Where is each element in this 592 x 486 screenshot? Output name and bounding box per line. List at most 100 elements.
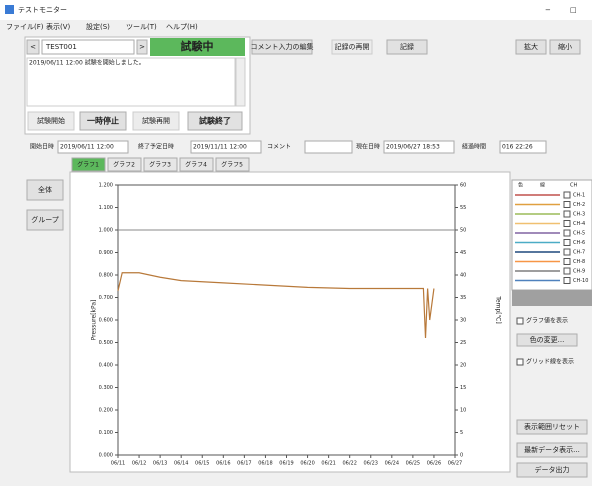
info-end: 2019/11/11 12:00	[193, 144, 247, 151]
legend-label: CH-9	[573, 269, 585, 275]
x-tick-label: 06/25	[406, 461, 420, 467]
x-tick-label: 06/11	[111, 461, 125, 467]
menu-item[interactable]: 表示(V)	[46, 22, 71, 31]
next-button-label[interactable]: >	[139, 43, 145, 51]
legend-label: CH-6	[573, 240, 585, 246]
toolbar-button-label: 記録の再開	[335, 42, 370, 51]
tab-label[interactable]: グラフ2	[113, 161, 135, 169]
legend-checkbox[interactable]	[563, 239, 571, 246]
zoom-button-label[interactable]: 縮小	[558, 42, 572, 51]
legend-header: 色	[518, 182, 523, 189]
legend-checkbox[interactable]	[563, 201, 571, 208]
legend-header: CH	[570, 183, 577, 189]
view-button-label[interactable]: 全体	[38, 185, 52, 194]
log-scrollbar	[235, 57, 246, 107]
zoom-button-label[interactable]: 拡大	[524, 42, 538, 51]
y2-tick-label: 5	[460, 430, 463, 436]
tab-label[interactable]: グラフ3	[149, 161, 171, 169]
legend-label: CH-4	[573, 221, 585, 227]
tab[interactable]	[107, 157, 142, 172]
control-button-label[interactable]: 試験終了	[199, 116, 231, 126]
color-button-label[interactable]: 色の変更...	[530, 335, 565, 344]
zoom-button[interactable]	[515, 39, 547, 55]
legend-label: CH-8	[573, 259, 585, 265]
view-button[interactable]	[26, 209, 64, 231]
toolbar-button[interactable]	[251, 39, 313, 55]
y-tick-label: 0.200	[99, 408, 113, 414]
comment-input[interactable]	[304, 140, 353, 154]
option-label: グリッド線を表示	[526, 358, 574, 366]
tab[interactable]	[215, 157, 250, 172]
legend-checkbox[interactable]	[563, 191, 571, 199]
menu-item[interactable]: ヘルプ(H)	[166, 23, 198, 31]
x-tick-label: 06/12	[132, 461, 146, 467]
legend-checkbox[interactable]	[563, 229, 571, 237]
window-control[interactable]: −	[545, 6, 551, 14]
y-tick-label: 1.200	[99, 183, 113, 189]
tab-label[interactable]: グラフ4	[185, 161, 207, 169]
tab[interactable]	[143, 157, 178, 172]
menu-item[interactable]: 設定(S)	[86, 22, 110, 31]
tab[interactable]	[179, 157, 214, 172]
log-text: 2019/06/11 12:00 試験を開始しました。	[29, 59, 145, 67]
toolbar-button-label[interactable]: コメント入力の編集	[251, 42, 314, 51]
y2-tick-label: 55	[460, 205, 466, 211]
bottom-button[interactable]	[516, 419, 588, 435]
toolbar-button[interactable]	[386, 39, 428, 55]
zoom-button[interactable]	[549, 39, 581, 55]
x-tick-label: 06/23	[364, 461, 378, 467]
test-name[interactable]: TEST001	[45, 43, 77, 51]
bottom-button-label[interactable]: データ出力	[535, 465, 570, 474]
x-tick-label: 06/14	[174, 461, 188, 467]
x-tick-label: 06/19	[279, 461, 293, 467]
y2-tick-label: 10	[460, 408, 466, 414]
view-button-label[interactable]: グループ	[31, 215, 59, 224]
y2-tick-label: 35	[460, 295, 466, 301]
y-tick-label: 1.000	[99, 228, 113, 234]
data-line	[117, 272, 435, 339]
bottom-button[interactable]	[516, 442, 588, 458]
legend-label: CH-2	[573, 202, 585, 208]
legend-checkbox[interactable]	[563, 258, 571, 265]
color-button[interactable]	[516, 333, 578, 347]
legend-header: 線	[540, 182, 545, 189]
window-control[interactable]: □	[570, 6, 577, 14]
x-tick-label: 06/17	[237, 461, 251, 467]
checkbox[interactable]	[516, 358, 524, 366]
control-button-label[interactable]: 一時停止	[87, 116, 119, 126]
legend-checkbox[interactable]	[563, 277, 571, 284]
legend-label: CH-10	[573, 278, 588, 284]
checkbox[interactable]	[516, 317, 524, 325]
menu-item[interactable]: ファイル(F)	[6, 23, 44, 31]
plot-area	[117, 184, 456, 456]
legend-checkbox[interactable]	[563, 248, 571, 256]
control-button[interactable]	[187, 111, 243, 131]
legend-checkbox[interactable]	[563, 220, 571, 227]
prev-button-label[interactable]: <	[30, 43, 36, 51]
info-end-label: 終了予定日時	[138, 143, 174, 151]
legend-label: CH-3	[573, 212, 585, 218]
tab-label[interactable]: グラフ5	[221, 161, 243, 169]
legend-checkbox[interactable]	[563, 210, 571, 218]
legend-label: CH-5	[573, 231, 585, 237]
y2-tick-label: 25	[460, 340, 466, 346]
field	[190, 140, 262, 154]
toolbar-button-label[interactable]: 記録	[400, 42, 414, 51]
control-button[interactable]	[79, 111, 127, 131]
field	[57, 140, 129, 154]
info-now: 2019/06/27 18:53	[386, 144, 440, 151]
test-dropdown[interactable]	[41, 39, 135, 55]
bottom-button-label[interactable]: 最新データ表示...	[524, 445, 580, 454]
prev-button[interactable]	[26, 39, 40, 55]
view-button[interactable]	[26, 179, 64, 201]
legend-checkbox[interactable]	[563, 267, 571, 275]
control-button	[132, 111, 180, 131]
bottom-button[interactable]	[516, 462, 588, 478]
menu-item[interactable]: ツール(T)	[126, 23, 157, 31]
next-button[interactable]	[136, 39, 148, 55]
bottom-button-label[interactable]: 表示範囲リセット	[524, 422, 580, 431]
info-start-label: 開始日時	[30, 143, 54, 151]
tab-label[interactable]: グラフ1	[77, 161, 99, 169]
tab[interactable]	[71, 157, 106, 172]
